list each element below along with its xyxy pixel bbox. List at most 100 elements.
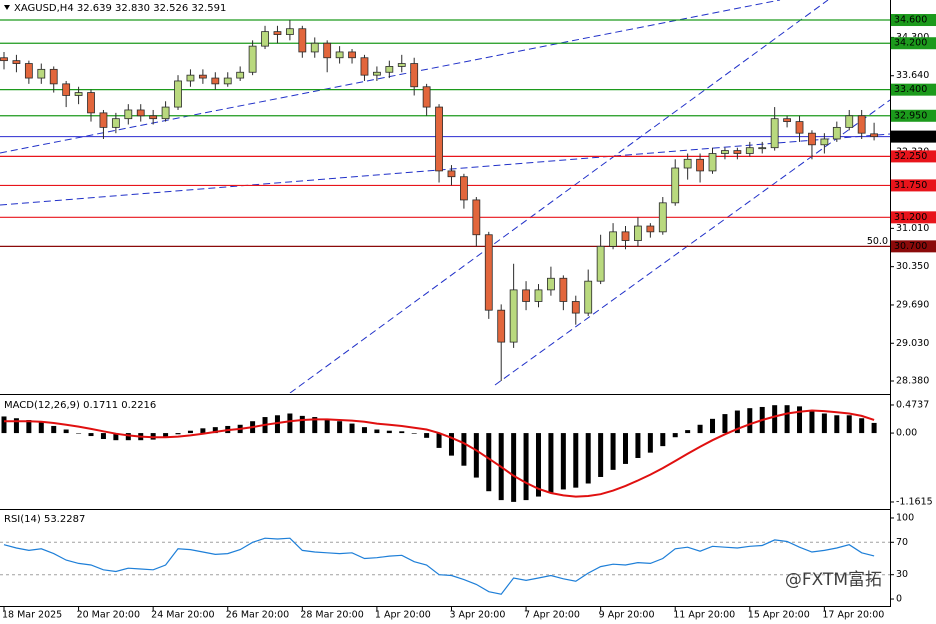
candle-body (584, 280, 593, 314)
level-label-box (891, 37, 936, 50)
macd-bar (710, 418, 716, 434)
macd-bar (125, 433, 131, 441)
candle-body (683, 158, 692, 169)
candle-body (136, 109, 145, 117)
candle-body (534, 289, 543, 302)
candle-body (671, 167, 680, 204)
candle-body (609, 231, 617, 247)
trend-line (0, 0, 781, 154)
macd-title: MACD(12,26,9) 0.1711 0.2216 (4, 400, 156, 411)
macd-bar (660, 433, 666, 447)
candle-body (708, 153, 717, 172)
candle-body (745, 147, 754, 154)
macd-bar (448, 433, 454, 456)
candle-body (509, 289, 518, 343)
macd-bar (424, 433, 430, 438)
macd-bar (63, 429, 69, 434)
macd-bar (411, 433, 417, 434)
macd-bar (13, 418, 19, 434)
macd-bar (274, 415, 280, 434)
macd-bar (797, 406, 803, 434)
macd-bar (859, 418, 865, 434)
candle-body (0, 57, 8, 62)
macd-bar (610, 433, 616, 470)
macd-bar (76, 433, 82, 434)
macd-bar (560, 433, 566, 490)
macd-bar (672, 433, 678, 438)
candle-body (397, 63, 406, 67)
macd-bar (722, 414, 728, 434)
y-tick-label: 100 (896, 512, 914, 523)
x-tick-label: 3 Apr 20:00 (449, 610, 505, 621)
x-tick-label: 17 Apr 20:00 (822, 610, 884, 621)
candle-body (310, 42, 319, 53)
menu-triangle (4, 5, 10, 10)
y-tick-label: -1.1615 (896, 496, 933, 507)
candle-body (733, 150, 742, 154)
candle-body (298, 28, 307, 53)
candle-body (472, 199, 481, 236)
macd-bar (324, 420, 330, 434)
macd-bar (212, 427, 218, 434)
x-tick-label: 18 Mar 2025 (2, 610, 62, 621)
candle-body (770, 118, 779, 149)
frame (0, 0, 891, 607)
candle-body (422, 86, 431, 108)
x-tick-label: 24 Mar 20:00 (151, 610, 214, 621)
trend-lines (0, 0, 890, 393)
x-tick-label: 11 Apr 20:00 (673, 610, 735, 621)
macd-bar (38, 422, 44, 434)
macd-bar (585, 433, 591, 484)
rsi-title: RSI(14) 53.2287 (4, 514, 85, 525)
y-tick-label: 31.010 (896, 223, 929, 234)
candle-body (696, 158, 704, 172)
candle-body (484, 234, 493, 311)
candle-body (808, 132, 816, 146)
candle-body (571, 301, 580, 314)
candle-body (559, 277, 568, 302)
candle-body (634, 225, 642, 241)
candle-body (410, 63, 419, 88)
level-label-box (891, 179, 936, 192)
candle-body (857, 115, 866, 134)
macd-bar (299, 415, 305, 434)
candle-body (497, 309, 506, 343)
x-tick-label: 1 Apr 20:00 (375, 610, 431, 621)
level-label-box (891, 240, 936, 253)
level-label: 32.950 (894, 110, 927, 121)
macd-bar (623, 433, 628, 464)
last-price-box (891, 130, 936, 143)
level-label-box (891, 150, 936, 163)
candle-body (547, 277, 555, 291)
candle-body (646, 225, 655, 233)
macd-bar (386, 430, 392, 434)
macd-bar (846, 415, 852, 434)
level-label-box (891, 109, 936, 122)
candle-body (596, 245, 605, 282)
chart-header: XAGUSD,H4 32.639 32.830 32.526 32.591 (14, 3, 226, 14)
macd-bar (821, 413, 827, 434)
macd-bar (473, 433, 479, 478)
candle-body (783, 118, 791, 122)
x-tick-label: 20 Mar 20:00 (77, 610, 140, 621)
macd-bar (747, 408, 753, 434)
candle-body (161, 106, 170, 120)
candle-body (49, 68, 58, 85)
macd-bar (573, 433, 579, 488)
candle-body (348, 51, 356, 59)
candle-body (721, 150, 729, 154)
candle-body (285, 28, 294, 35)
last-price-label: 32.591 (894, 131, 927, 142)
macd-bar (163, 433, 169, 438)
candle-body (99, 112, 108, 128)
candle-body (74, 92, 83, 96)
macd-bar (523, 433, 529, 501)
macd-bar (175, 433, 181, 435)
macd-bar (635, 433, 641, 458)
macd-bar (834, 415, 840, 434)
candle-body (870, 133, 878, 138)
level-label-box (891, 211, 936, 224)
level-label: 30.700 (894, 241, 927, 252)
macd-bar (697, 424, 703, 434)
